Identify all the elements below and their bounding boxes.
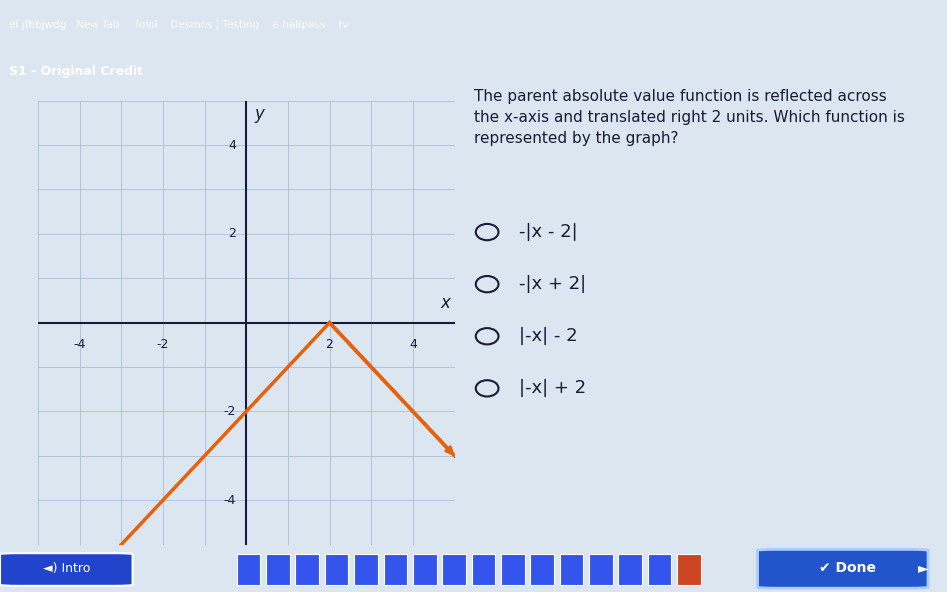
- Text: |-x| + 2: |-x| + 2: [519, 379, 586, 397]
- Text: 4: 4: [228, 139, 236, 152]
- Text: -2: -2: [156, 338, 170, 351]
- Text: el jfhbjwdg   New Tab     lolol    Desmos | Testing    e-hallpass    tv: el jfhbjwdg New Tab lolol Desmos | Testi…: [9, 20, 349, 30]
- FancyBboxPatch shape: [677, 554, 701, 585]
- Text: y: y: [255, 105, 264, 123]
- Text: S1 - Original Credit: S1 - Original Credit: [9, 65, 143, 78]
- FancyBboxPatch shape: [560, 554, 583, 585]
- Text: ✔ Done: ✔ Done: [819, 561, 876, 575]
- Text: 2: 2: [228, 227, 236, 240]
- FancyBboxPatch shape: [472, 554, 495, 585]
- FancyBboxPatch shape: [648, 554, 671, 585]
- FancyBboxPatch shape: [266, 554, 290, 585]
- FancyBboxPatch shape: [758, 549, 928, 588]
- FancyBboxPatch shape: [384, 554, 407, 585]
- Text: -|x + 2|: -|x + 2|: [519, 275, 586, 293]
- Text: |-x| - 2: |-x| - 2: [519, 327, 578, 345]
- FancyBboxPatch shape: [589, 554, 613, 585]
- Text: The parent absolute value function is reflected across
the x-axis and translated: The parent absolute value function is re…: [474, 89, 904, 146]
- FancyBboxPatch shape: [442, 554, 466, 585]
- Text: 2: 2: [326, 338, 333, 351]
- Text: ◄) Intro: ◄) Intro: [43, 562, 90, 575]
- Text: -2: -2: [223, 405, 236, 418]
- Text: -4: -4: [223, 494, 236, 507]
- Text: x: x: [440, 294, 451, 311]
- FancyBboxPatch shape: [413, 554, 437, 585]
- Text: 4: 4: [409, 338, 417, 351]
- Text: -|x - 2|: -|x - 2|: [519, 223, 578, 241]
- FancyBboxPatch shape: [501, 554, 525, 585]
- FancyBboxPatch shape: [530, 554, 554, 585]
- FancyBboxPatch shape: [354, 554, 378, 585]
- FancyBboxPatch shape: [0, 553, 133, 586]
- Text: -4: -4: [73, 338, 86, 351]
- FancyBboxPatch shape: [618, 554, 642, 585]
- FancyBboxPatch shape: [295, 554, 319, 585]
- FancyBboxPatch shape: [325, 554, 348, 585]
- Text: ►: ►: [918, 561, 929, 575]
- FancyBboxPatch shape: [237, 554, 260, 585]
